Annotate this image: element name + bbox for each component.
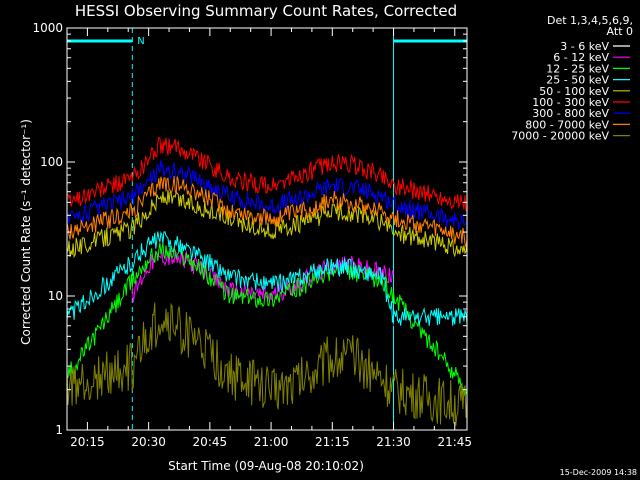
legend-label-3: 25 - 50 keV bbox=[546, 74, 609, 87]
y-tick-label-1: 10 bbox=[48, 289, 63, 303]
y-tick-label-0: 1 bbox=[55, 423, 63, 437]
series-line-5 bbox=[66, 137, 468, 212]
x-tick-label-1: 20:30 bbox=[131, 435, 166, 449]
series-line-8 bbox=[66, 302, 468, 426]
series-line-7 bbox=[66, 176, 468, 248]
x-tick-label-0: 20:15 bbox=[70, 435, 105, 449]
legend-label-5: 100 - 300 keV bbox=[532, 96, 609, 109]
chart-title: HESSI Observing Summary Count Rates, Cor… bbox=[75, 2, 457, 20]
legend-label-6: 300 - 800 keV bbox=[532, 107, 609, 120]
plot-frame bbox=[66, 27, 468, 431]
series-line-4 bbox=[66, 189, 468, 259]
generation-timestamp: 15-Dec-2009 14:38 bbox=[560, 468, 637, 477]
x-tick-label-2: 20:45 bbox=[193, 435, 228, 449]
legend-header-attenuator: Att 0 bbox=[607, 25, 633, 38]
legend-label-2: 12 - 25 keV bbox=[546, 62, 609, 75]
x-tick-label-3: 21:00 bbox=[254, 435, 289, 449]
y-tick-label-3: 1000 bbox=[32, 21, 63, 35]
series-line-0 bbox=[131, 265, 394, 346]
x-tick-label-6: 21:45 bbox=[437, 435, 472, 449]
night-flag-label: N bbox=[137, 36, 144, 47]
series-line-3 bbox=[66, 231, 468, 327]
legend-header-detectors: Det 1,3,4,5,6,9, bbox=[547, 14, 633, 27]
legend-label-4: 50 - 100 keV bbox=[539, 85, 609, 98]
x-tick-label-4: 21:15 bbox=[315, 435, 350, 449]
y-axis-label: Corrected Count Rate (s⁻¹ detector⁻¹) bbox=[19, 119, 33, 345]
legend-label-7: 800 - 7000 keV bbox=[525, 118, 609, 131]
legend-label-0: 3 - 6 keV bbox=[560, 40, 609, 53]
series-line-6 bbox=[66, 159, 468, 230]
legend-label-8: 7000 - 20000 keV bbox=[511, 130, 609, 143]
legend-label-1: 6 - 12 keV bbox=[553, 51, 609, 64]
y-tick-label-2: 100 bbox=[40, 155, 63, 169]
x-tick-label-5: 21:30 bbox=[376, 435, 411, 449]
x-axis-label: Start Time (09-Aug-08 20:10:02) bbox=[168, 459, 364, 473]
plot-area: N 1 10 100 1000 20:15 20:30 20:45 21:00 21:15 21:3… bbox=[32, 21, 472, 449]
series-line-2 bbox=[66, 242, 468, 397]
